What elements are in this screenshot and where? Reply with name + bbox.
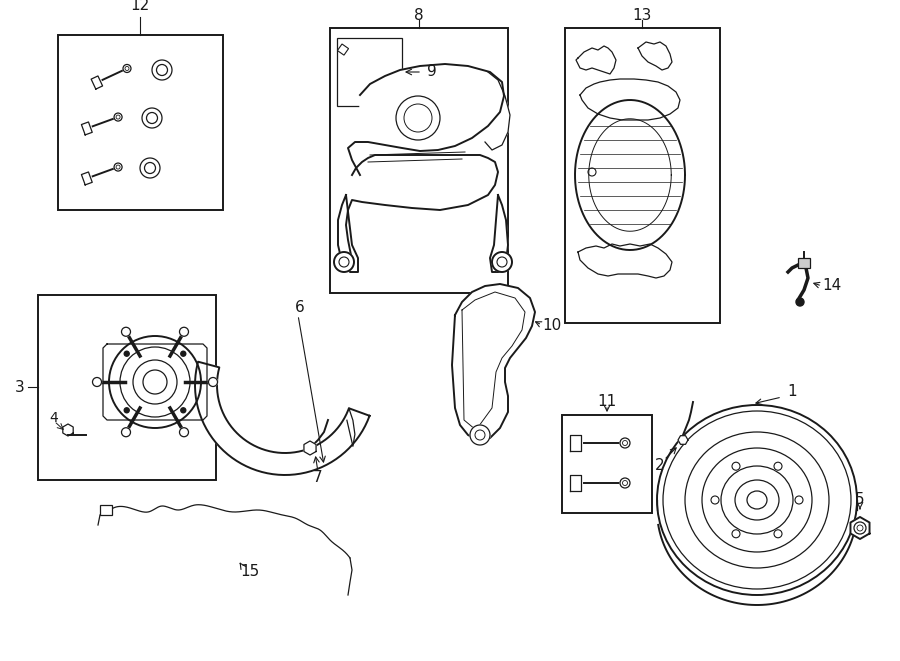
Circle shape — [122, 327, 130, 336]
Text: 9: 9 — [428, 65, 436, 79]
Polygon shape — [81, 122, 92, 135]
Polygon shape — [485, 72, 510, 150]
Circle shape — [147, 112, 158, 124]
Circle shape — [93, 377, 102, 387]
Ellipse shape — [685, 432, 829, 568]
Circle shape — [854, 522, 866, 534]
Polygon shape — [346, 155, 498, 260]
Circle shape — [114, 163, 122, 171]
Polygon shape — [452, 284, 535, 440]
Text: 1: 1 — [788, 385, 796, 399]
Bar — [565, 28, 720, 323]
Polygon shape — [678, 436, 688, 444]
Polygon shape — [570, 475, 580, 490]
Circle shape — [396, 96, 440, 140]
Polygon shape — [575, 100, 685, 250]
Polygon shape — [103, 344, 207, 420]
Circle shape — [133, 360, 177, 404]
Ellipse shape — [702, 448, 812, 552]
Bar — [562, 415, 652, 513]
Circle shape — [109, 336, 201, 428]
Polygon shape — [850, 517, 869, 539]
Bar — [58, 35, 223, 210]
Circle shape — [209, 377, 218, 387]
Polygon shape — [570, 436, 580, 451]
Bar — [330, 28, 508, 293]
Polygon shape — [195, 362, 370, 475]
Circle shape — [123, 65, 131, 73]
Ellipse shape — [721, 466, 793, 534]
Bar — [100, 505, 112, 515]
Text: 14: 14 — [823, 278, 842, 293]
Circle shape — [124, 351, 130, 356]
Circle shape — [140, 158, 160, 178]
Circle shape — [492, 252, 512, 272]
Circle shape — [157, 65, 167, 75]
Polygon shape — [91, 76, 103, 89]
Circle shape — [179, 428, 188, 437]
Circle shape — [620, 478, 630, 488]
Circle shape — [181, 351, 185, 356]
Polygon shape — [81, 172, 92, 185]
Text: 7: 7 — [313, 471, 323, 485]
Circle shape — [796, 298, 804, 306]
Circle shape — [152, 60, 172, 80]
Circle shape — [122, 428, 130, 437]
Circle shape — [142, 108, 162, 128]
Polygon shape — [490, 195, 508, 272]
Text: 11: 11 — [598, 393, 616, 408]
Circle shape — [620, 438, 630, 448]
Text: 4: 4 — [50, 411, 58, 425]
Text: 3: 3 — [15, 379, 25, 395]
Circle shape — [470, 425, 490, 445]
Ellipse shape — [747, 491, 767, 509]
Circle shape — [732, 462, 740, 470]
Circle shape — [179, 327, 188, 336]
Text: 15: 15 — [240, 564, 259, 580]
Bar — [337, 38, 402, 106]
Circle shape — [774, 462, 782, 470]
Text: 12: 12 — [130, 0, 149, 13]
Circle shape — [120, 347, 190, 417]
Circle shape — [732, 529, 740, 538]
Circle shape — [774, 529, 782, 538]
Bar — [338, 44, 348, 55]
Text: 10: 10 — [543, 317, 562, 332]
Circle shape — [124, 408, 130, 412]
Ellipse shape — [735, 480, 779, 520]
Circle shape — [334, 252, 354, 272]
Circle shape — [711, 496, 719, 504]
Circle shape — [181, 408, 185, 412]
Circle shape — [114, 113, 122, 121]
Bar — [38, 295, 216, 480]
Text: 2: 2 — [655, 457, 665, 473]
Polygon shape — [304, 441, 316, 455]
Circle shape — [795, 496, 803, 504]
Text: 13: 13 — [633, 9, 652, 24]
Bar — [798, 258, 810, 268]
Text: 5: 5 — [855, 492, 865, 508]
Polygon shape — [63, 424, 73, 436]
Text: 8: 8 — [414, 9, 424, 24]
Text: 6: 6 — [295, 301, 305, 315]
Circle shape — [143, 370, 167, 394]
Circle shape — [145, 163, 156, 173]
Ellipse shape — [657, 405, 857, 595]
Polygon shape — [338, 195, 358, 272]
Polygon shape — [348, 64, 504, 175]
